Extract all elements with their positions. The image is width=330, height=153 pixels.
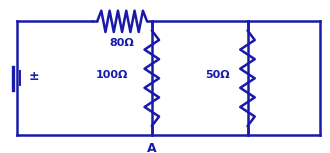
Text: ±: ± xyxy=(28,70,39,83)
Text: A: A xyxy=(147,142,157,153)
Text: 100Ω: 100Ω xyxy=(96,70,128,80)
Text: 80Ω: 80Ω xyxy=(110,38,135,48)
Text: 50Ω: 50Ω xyxy=(205,70,229,80)
